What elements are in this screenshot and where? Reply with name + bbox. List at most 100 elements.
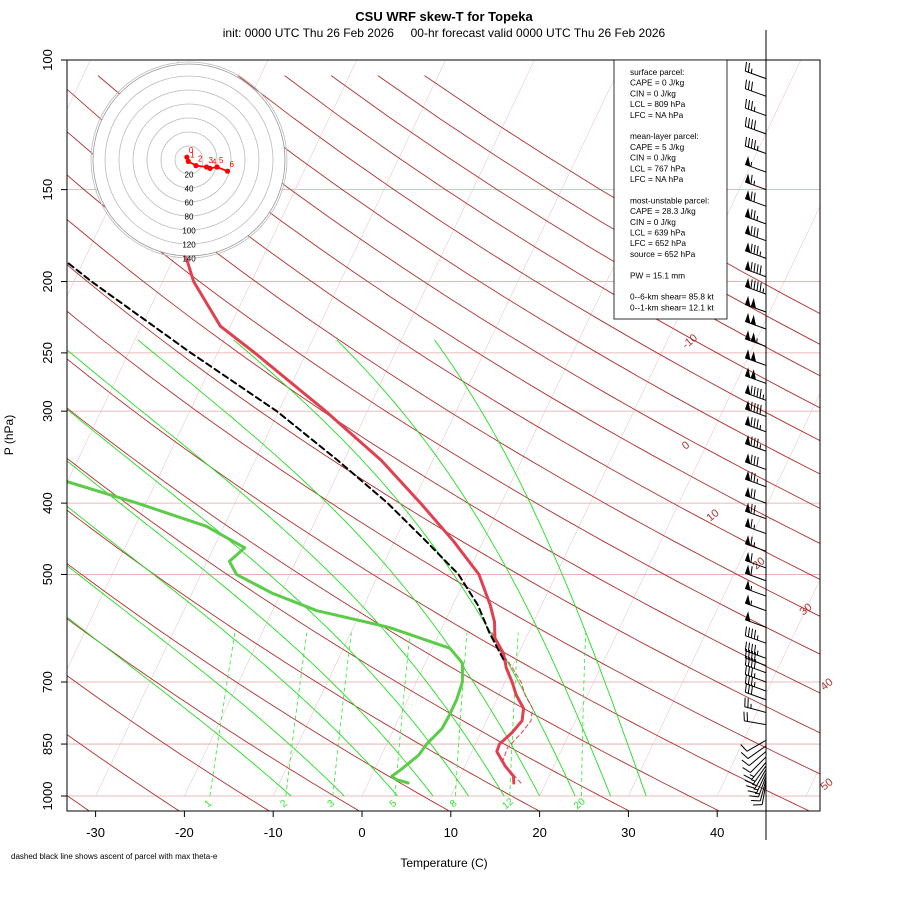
- wind-barb-full: [744, 665, 748, 675]
- wind-barb-half: [759, 251, 762, 257]
- hodograph-ring-label: 40: [185, 185, 194, 194]
- wind-barb-shaft: [745, 691, 767, 701]
- skew-gridline: [95, 60, 446, 797]
- wind-barb-full: [753, 455, 756, 466]
- wind-barb: [744, 277, 767, 295]
- wind-barb-full: [750, 488, 753, 498]
- wind-barb-half: [750, 600, 753, 606]
- wind-barb-full: [744, 655, 748, 666]
- wind-barb: [744, 79, 767, 97]
- wind-barb-full: [744, 626, 748, 636]
- wind-barb: [744, 98, 767, 117]
- info-box-line: CIN = 0 J/kg: [630, 88, 676, 98]
- mixing-ratio-label: 5: [388, 798, 400, 810]
- moist-adiabat: [137, 339, 541, 797]
- wind-barb: [752, 782, 767, 806]
- wind-barb-full: [756, 264, 759, 274]
- hodograph-point: [193, 163, 199, 169]
- isotherm-label: 40: [819, 676, 836, 693]
- info-box-line: LCL = 809 hPa: [630, 99, 686, 109]
- wind-barb: [744, 61, 767, 80]
- wind-barb-full: [744, 674, 748, 684]
- skew-gridline: [184, 60, 535, 797]
- wind-barb-full: [750, 676, 754, 686]
- wind-barb-full: [747, 99, 751, 110]
- hodograph-ring-label: 20: [185, 171, 194, 180]
- wind-barb-full: [753, 120, 757, 130]
- wind-barb-half: [752, 783, 757, 787]
- wind-barb: [744, 349, 767, 366]
- wind-barb-full: [750, 417, 753, 427]
- wind-barb: [744, 242, 767, 259]
- isotherm-label: 0: [680, 439, 692, 452]
- wind-barb-full: [753, 418, 756, 428]
- wind-barb: [744, 674, 767, 692]
- hodograph-point: [184, 154, 190, 160]
- wind-barb-flag: [744, 594, 751, 606]
- chart-title: CSU WRF skew-T for Topeka: [355, 9, 533, 24]
- wind-barb-flag: [744, 453, 751, 465]
- wind-barb-full: [749, 795, 759, 798]
- wind-barb-flag: [744, 502, 751, 514]
- wind-barb: [740, 745, 767, 759]
- wind-barb: [740, 739, 767, 752]
- wind-barb-shaft: [744, 720, 767, 726]
- y-tick-label: 500: [40, 564, 55, 586]
- wind-barb-shaft: [745, 657, 767, 667]
- wind-barb-shaft: [744, 706, 767, 713]
- hodograph-ring-label: 140: [182, 255, 196, 264]
- dry-adiabat: [144, 75, 820, 509]
- y-tick-label: 850: [40, 733, 55, 755]
- wind-barb-full: [750, 472, 753, 482]
- wind-barb: [746, 769, 767, 789]
- x-tick-label: -30: [86, 825, 105, 840]
- dry-adiabat: [67, 131, 820, 617]
- wind-barb-flag: [744, 435, 751, 446]
- hodograph-ring: [132, 103, 246, 217]
- wind-barb-full: [747, 642, 751, 652]
- wind-barb-half: [756, 650, 759, 656]
- x-tick-label: -20: [175, 825, 194, 840]
- wind-barb-shaft: [745, 70, 767, 80]
- wind-barb-full: [759, 282, 762, 292]
- wind-barb: [744, 367, 767, 384]
- dry-adiabat: [67, 264, 820, 734]
- wind-barb-full: [750, 139, 754, 149]
- wind-barb-full: [753, 505, 756, 515]
- hodograph-ring-label: 80: [185, 213, 194, 222]
- wind-barb: [744, 648, 767, 667]
- mixing-ratio-label: 20: [572, 796, 588, 812]
- wind-barb-full: [750, 119, 754, 129]
- wind-barb-flag: [750, 369, 757, 381]
- wind-barb-half: [750, 779, 756, 782]
- dry-adiabat: [67, 734, 181, 811]
- wind-barb-full: [750, 628, 754, 638]
- wind-barb-shaft: [750, 756, 767, 773]
- wind-barb-full: [750, 553, 753, 563]
- hodograph-ring: [174, 145, 204, 175]
- dry-adiabat: [67, 218, 820, 694]
- wind-barb-shaft: [745, 145, 767, 155]
- wind-barb-full: [750, 436, 753, 446]
- wind-barb-full: [740, 751, 749, 759]
- x-tick-label: 10: [444, 825, 458, 840]
- mixing-ratio-line: [581, 632, 587, 797]
- wind-barb-shaft: [745, 125, 767, 135]
- wind-barb: [744, 765, 767, 785]
- y-tick-label: 400: [40, 492, 55, 514]
- wind-barb-full: [753, 210, 756, 220]
- wind-barb-flag: [744, 564, 751, 576]
- info-box-line: CAPE = 5 J/kg: [630, 142, 685, 152]
- wind-barb-flag: [744, 579, 751, 591]
- wind-barb-half: [753, 788, 759, 791]
- wind-barb-flag: [744, 611, 751, 623]
- wind-barb-full: [747, 790, 757, 794]
- mixing-ratio-label: 2: [279, 798, 291, 810]
- wind-barb-half: [750, 585, 753, 591]
- wind-barb: [744, 384, 767, 401]
- chart-subtitle: init: 0000 UTC Thu 26 Feb 2026 00-hr for…: [223, 26, 666, 40]
- wind-barb-flag: [750, 351, 757, 363]
- hodograph-point: [214, 164, 220, 170]
